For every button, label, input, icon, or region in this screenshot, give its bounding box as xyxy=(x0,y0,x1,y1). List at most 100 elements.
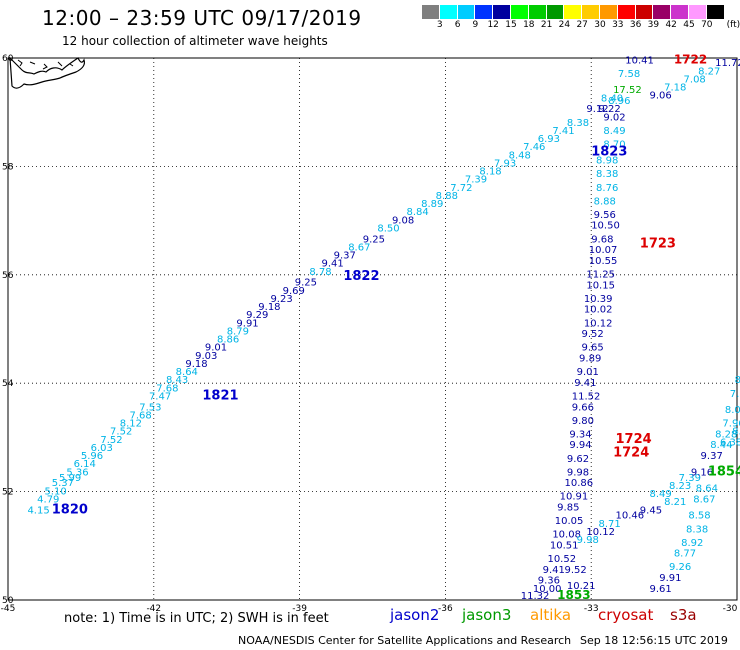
wave-height-value: 6.93 xyxy=(538,134,560,145)
pass-time-label: 1724 xyxy=(616,432,652,447)
wave-height-value: 8.48 xyxy=(509,150,531,161)
wave-height-value: 9.89 xyxy=(579,354,601,365)
wave-height-value: 8.2 xyxy=(732,427,740,438)
color-scale-label: 30 xyxy=(594,20,606,30)
wave-height-value: 5.36 xyxy=(66,467,88,478)
wave-height-value: 8.96 xyxy=(608,96,630,107)
wave-height-value: 9.29 xyxy=(246,310,268,321)
wave-height-value: 11.25 xyxy=(586,270,615,281)
wave-height-value: 4.79 xyxy=(37,494,59,505)
satellite-legend-altika: altika xyxy=(530,606,572,624)
color-scale-label: 36 xyxy=(629,20,642,30)
legend-note: note: 1) Time is in UTC; 2) SWH is in fe… xyxy=(64,611,329,626)
wave-height-value: 11.72 xyxy=(715,58,740,69)
wave-height-value: 9.23 xyxy=(270,294,292,305)
wave-height-value: 7.72 xyxy=(450,183,472,194)
color-swatch xyxy=(582,5,600,19)
wave-height-value: 8.28 xyxy=(715,429,737,440)
wave-height-value: 8.49 xyxy=(603,126,625,137)
wave-height-value: 7.7 xyxy=(730,389,740,400)
coastline-greenland xyxy=(9,56,85,89)
pass-time-label: 1822 xyxy=(343,269,379,284)
wave-height-value: 9.41 xyxy=(321,259,343,270)
lat-tick-label: 58 xyxy=(2,162,14,172)
wave-height-value: 8.92 xyxy=(681,538,703,549)
color-scale-label: 39 xyxy=(647,20,660,30)
wave-height-value: 10.52 xyxy=(547,554,576,565)
wave-height-value: 9.34 xyxy=(569,429,591,440)
wave-height-value: 10.12 xyxy=(584,318,613,329)
wave-height-value: 10.41 xyxy=(625,55,654,66)
wave-height-value: 9.68 xyxy=(591,234,613,245)
wave-height-value: 7.58 xyxy=(618,69,640,80)
color-swatch xyxy=(493,5,511,19)
lat-tick-label: 50 xyxy=(2,596,14,606)
color-swatch xyxy=(422,5,440,19)
wave-height-value: 8.79 xyxy=(227,326,249,337)
wave-height-value: 9.03 xyxy=(195,351,217,362)
wave-height-value: 9.80 xyxy=(572,416,594,427)
wave-height-value: 9.41 xyxy=(574,378,596,389)
pass-time-label: 1854 xyxy=(708,464,740,479)
wave-height-value: 10.46 xyxy=(616,511,645,522)
footer-agency: NOAA/NESDIS Center for Satellite Applica… xyxy=(238,634,572,647)
wave-height-value: 10.12 xyxy=(586,527,615,538)
wave-height-value: 8.27 xyxy=(698,66,720,77)
wave-height-value: 8.38 xyxy=(596,169,618,180)
wave-height-value: 9.98 xyxy=(577,535,599,546)
lat-tick-label: 54 xyxy=(2,379,14,389)
wave-height-value: 8.76 xyxy=(596,183,618,194)
lon-tick-label: -42 xyxy=(146,604,161,614)
pass-time-label: 1823 xyxy=(591,145,627,160)
wave-height-value: 8.49 xyxy=(650,489,672,500)
wave-height-value: 9.16 xyxy=(691,467,713,478)
satellite-legend-cryosat: cryosat xyxy=(598,606,654,624)
wave-height-value: 8.23 xyxy=(669,481,691,492)
wave-height-value: 8.00 xyxy=(725,405,740,416)
wave-height-value: 9.85 xyxy=(557,503,579,514)
wave-height-value: 10.55 xyxy=(589,256,618,267)
wave-height-value: 10.51 xyxy=(550,541,579,552)
color-scale-label: 15 xyxy=(505,20,517,30)
color-swatch xyxy=(564,5,583,19)
wave-height-value: 11.52 xyxy=(572,391,601,402)
wave-height-value: 8.77 xyxy=(674,549,696,560)
wave-height-value: 10.39 xyxy=(584,294,613,305)
wave-height-value: 7.46 xyxy=(523,142,545,153)
wave-height-value: 7.08 xyxy=(684,74,706,85)
color-swatch xyxy=(706,5,725,19)
wave-height-value: 8.84 xyxy=(407,207,429,218)
color-scale-label: 70 xyxy=(701,20,713,30)
wave-height-value: 9.26 xyxy=(669,562,691,573)
map-subtitle: 12 hour collection of altimeter wave hei… xyxy=(62,34,328,48)
wave-height-value: 9.56 xyxy=(594,210,616,221)
wave-height-value: 10.07 xyxy=(589,245,618,256)
color-swatch xyxy=(528,5,547,19)
wave-height-value: 4.15 xyxy=(27,505,49,516)
wave-height-value: 8.38 xyxy=(686,524,708,535)
wave-height-value: 9.69 xyxy=(283,286,305,297)
lon-tick-label: -39 xyxy=(292,604,307,614)
wave-height-value: 9.08 xyxy=(392,215,414,226)
wave-height-value: 8.21 xyxy=(664,497,686,508)
wave-height-value: 8.58 xyxy=(688,511,710,522)
footer-timestamp: Sep 18 12:56:15 UTC 2019 xyxy=(580,634,728,647)
wave-height-value: 9.98 xyxy=(567,467,589,478)
wave-height-value: 8.40 xyxy=(601,93,623,104)
lon-tick-label: -30 xyxy=(723,604,738,614)
wave-height-value: 9.12 xyxy=(586,104,608,115)
wave-height-value: 5.99 xyxy=(59,473,81,484)
wave-height-value: 8.98 xyxy=(596,156,618,167)
color-swatch xyxy=(635,5,654,19)
wave-height-value: 8.43 xyxy=(166,375,188,386)
color-swatch xyxy=(653,5,672,19)
pass-time-label: 1723 xyxy=(640,237,676,252)
wave-height-value: 7.53 xyxy=(139,402,161,413)
wave-height-value: 7.52 xyxy=(110,427,132,438)
lat-tick-label: 60 xyxy=(2,54,14,64)
wave-height-value: 9.18 xyxy=(258,302,280,313)
pass-time-label: 1820 xyxy=(52,502,88,517)
satellite-legend-jason2: jason2 xyxy=(390,606,440,624)
wave-height-value: 9.36 xyxy=(538,576,560,587)
color-scale-label: 42 xyxy=(665,20,677,30)
